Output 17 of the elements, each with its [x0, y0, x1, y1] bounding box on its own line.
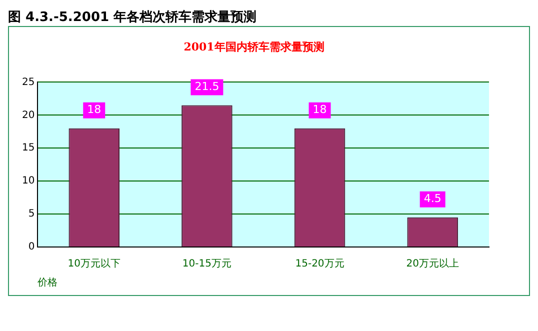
x-tick-label: 15-20万元 [295, 258, 344, 270]
data-label: 18 [312, 103, 327, 116]
data-label: 18 [87, 103, 102, 116]
y-tick-label: 10 [22, 176, 35, 187]
x-tick-label: 20万元以上 [406, 258, 459, 270]
y-tick-label: 20 [22, 110, 35, 121]
data-label: 4.5 [424, 192, 442, 206]
y-tick-label: 5 [28, 208, 35, 220]
y-tick-label: 15 [22, 142, 35, 154]
chart-title: 图 4.3.-5.2001 年各档次轿车需求量预测 [8, 8, 258, 26]
x-axis-title: 价格 [36, 276, 58, 289]
x-tick-label: 10万元以下 [68, 258, 120, 270]
data-label: 21.5 [194, 80, 220, 94]
chart-subtitle: 2001年国内轿车需求量预测 [184, 40, 324, 54]
y-tick-label: 0 [28, 242, 35, 253]
x-tick-label: 10-15万元 [182, 258, 232, 270]
y-tick-label: 25 [22, 76, 35, 88]
